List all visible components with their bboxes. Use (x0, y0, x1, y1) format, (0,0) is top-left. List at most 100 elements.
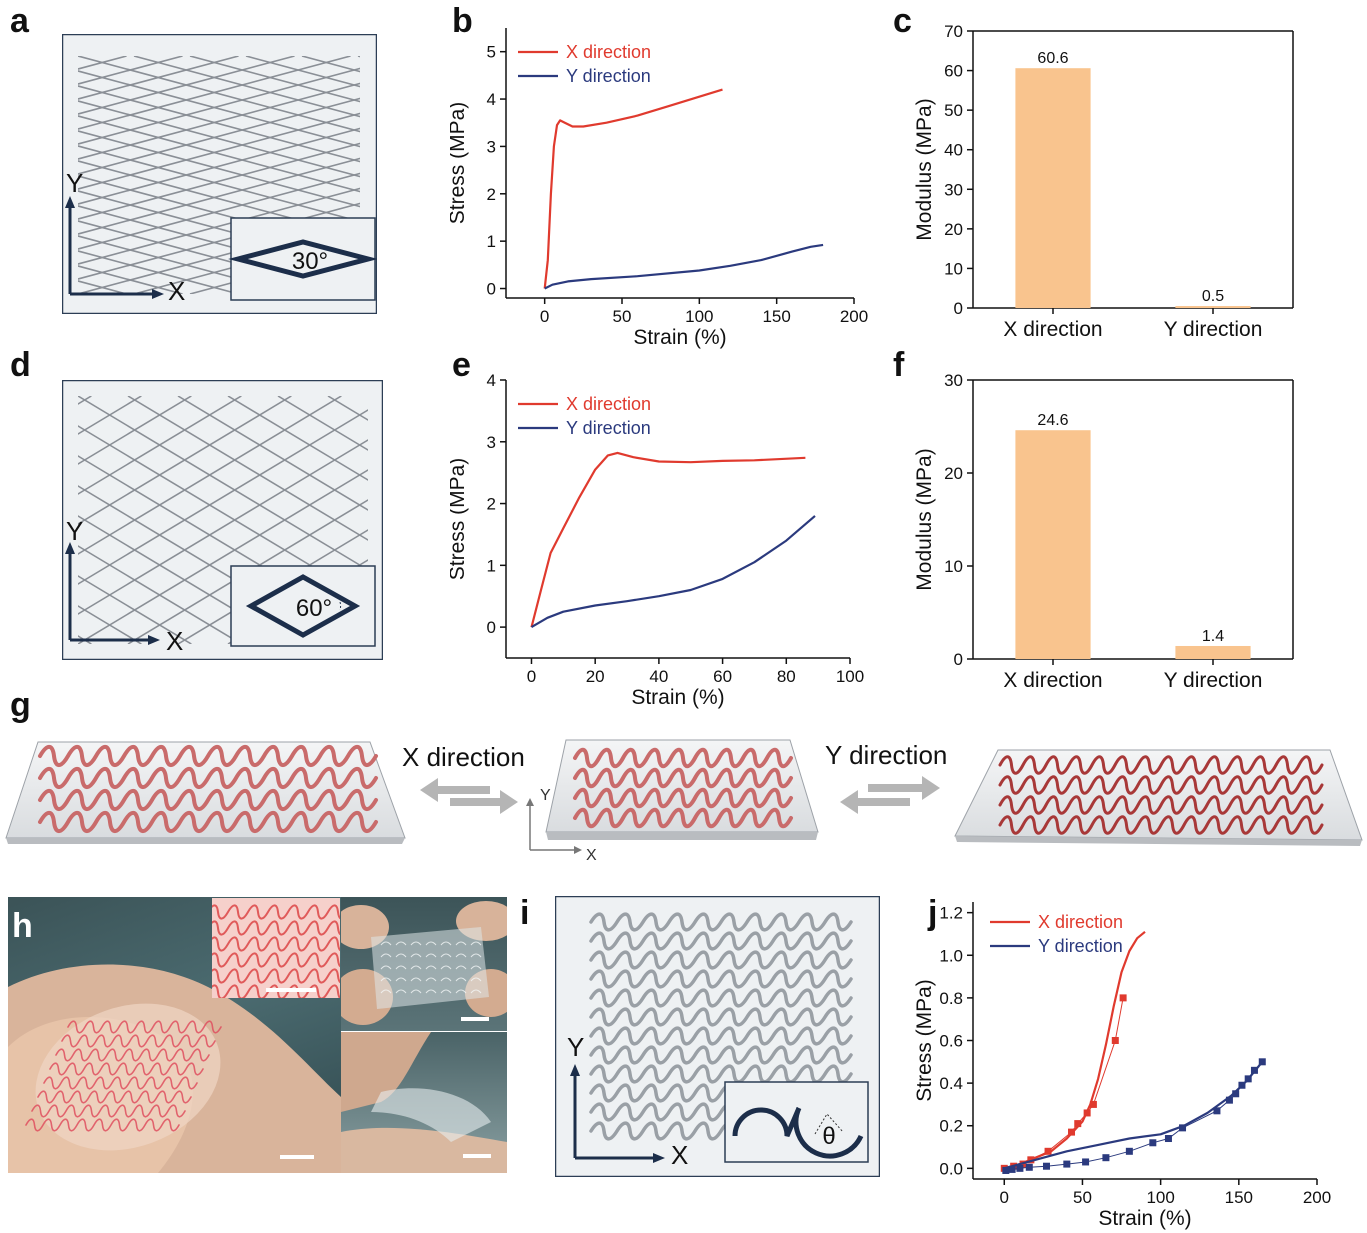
film-bump (395, 965, 407, 970)
data-point-marker (1238, 1081, 1246, 1089)
x-tick-label: 0 (527, 667, 536, 686)
bar-value-label: 60.6 (1037, 50, 1068, 67)
lattice-strut (78, 217, 360, 294)
serpentine-row (38, 811, 378, 833)
serpentine-row (573, 767, 793, 789)
serpentine-row (38, 767, 378, 789)
lattice-strut (78, 67, 360, 145)
y-tick-label: 10 (944, 557, 963, 576)
serpentine-row (589, 931, 853, 951)
lattice-strut (127, 499, 368, 644)
lattice-strut (78, 56, 351, 130)
lattice-strut (189, 56, 360, 103)
y-arrow-icon (65, 196, 75, 208)
angle-arc-icon (339, 601, 342, 611)
lattice-strut (78, 545, 242, 644)
lattice-strut (78, 439, 368, 615)
legend-label: X direction (1038, 912, 1123, 932)
y-tick-label: 4 (487, 372, 496, 390)
legend-label: X direction (566, 394, 651, 414)
lattice-strut (78, 396, 242, 495)
serpentine-row (212, 936, 340, 952)
film-bump (410, 953, 422, 958)
y-tick-label: 3 (487, 433, 496, 452)
g-y-direction-label: Y direction (825, 740, 948, 770)
series-line-y (530, 515, 816, 629)
axis-y-label-d: Y (66, 516, 83, 546)
y-axis-title: Stress (MPa) (913, 979, 936, 1102)
film-bump (470, 941, 482, 946)
panel-label-b: b (452, 2, 473, 40)
film-bump (410, 977, 422, 982)
bar (1175, 306, 1251, 308)
film-bump (455, 941, 467, 946)
x-arrow-icon (653, 1153, 665, 1163)
x-axis-title: Strain (%) (1098, 1207, 1191, 1230)
y-tick-label: 2 (487, 495, 496, 514)
lattice-strut (78, 396, 342, 555)
film-bump (470, 965, 482, 970)
data-point-marker (1083, 1109, 1091, 1117)
data-point-marker (1016, 1164, 1024, 1172)
data-point-marker (1119, 994, 1127, 1002)
series-line-x (543, 88, 723, 289)
y-tick-label: 0.8 (939, 989, 963, 1008)
panel-label-j: j (928, 894, 938, 932)
x-arrow-icon (148, 635, 160, 645)
serpentine-row (589, 1045, 853, 1065)
data-point-marker (1232, 1090, 1240, 1098)
axis-y-label-a: Y (66, 168, 83, 198)
serpentine-row (589, 1007, 853, 1027)
panel-d-schematic: 60° Y X (62, 380, 383, 660)
y-axis-title: Stress (MPa) (450, 458, 469, 581)
axis-x-label-d: X (166, 626, 183, 656)
rhombus-icon (228, 239, 377, 279)
bar (1015, 430, 1091, 659)
series-line-y (544, 243, 824, 290)
film-bump (455, 965, 467, 970)
category-label: X direction (1003, 669, 1102, 692)
lattice-strut (78, 469, 368, 644)
x-tick-label: 100 (685, 307, 713, 326)
film-bump (380, 989, 392, 994)
serpentine-pattern-y (998, 755, 1324, 835)
y-tick-label: 3 (487, 137, 496, 156)
lattice-strut (78, 396, 292, 525)
film-bump (395, 977, 407, 982)
angle-label-d: 60° (296, 595, 332, 622)
serpentine-row (998, 755, 1324, 775)
data-point-marker (1244, 1075, 1252, 1083)
panel-i-schematic: θ Y X (555, 896, 880, 1177)
y-tick-label: 40 (944, 141, 963, 160)
y-tick-label: 1 (487, 232, 496, 251)
x-tick-label: 0 (1000, 1188, 1009, 1207)
serpentine-row (589, 950, 853, 970)
y-tick-label: 20 (944, 464, 963, 483)
serpentine-row (67, 1020, 222, 1034)
g-axis-y: Y (540, 787, 551, 804)
panel-label-g: g (10, 686, 31, 724)
panel-label-i: i (520, 894, 530, 932)
serpentine-row (25, 1118, 180, 1132)
bar-value-label: 24.6 (1037, 412, 1068, 429)
y-tick-label: 1 (487, 556, 496, 575)
film-bump (380, 965, 392, 970)
series-line-x (530, 451, 806, 628)
data-point-marker (1002, 1166, 1010, 1174)
y-tick-label: 4 (487, 90, 496, 109)
category-label: X direction (1003, 318, 1102, 341)
x-tick-label: 150 (762, 307, 790, 326)
finger-shape (341, 1032, 431, 1112)
serpentine-row (589, 912, 853, 932)
film-bump (425, 953, 437, 958)
data-point-marker (1082, 1158, 1090, 1166)
x-tick-label: 50 (613, 307, 632, 326)
serpentine-row (49, 1062, 204, 1076)
film-bump (440, 977, 452, 982)
data-point-marker (1125, 1147, 1133, 1155)
serpentine-pattern-x (38, 745, 378, 833)
y-tick-label: 5 (487, 43, 496, 62)
film-bump (380, 941, 392, 946)
film-bump (425, 989, 437, 994)
